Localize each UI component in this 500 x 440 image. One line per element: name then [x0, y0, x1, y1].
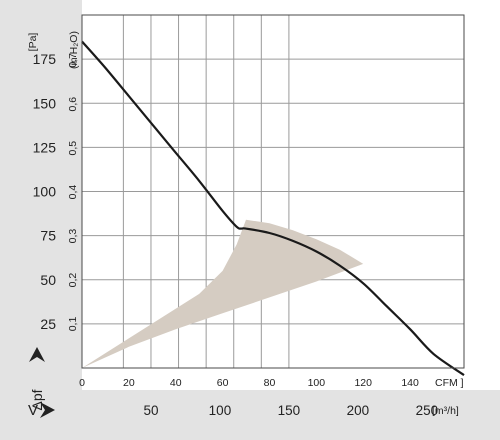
x-tick-label-m3h: 50 [143, 403, 158, 418]
x-tick-label-m3h: 100 [209, 403, 232, 418]
left-axis-band [0, 0, 82, 440]
x-tick-label-cfm: 80 [264, 377, 276, 389]
plot-border [81, 14, 465, 369]
y-tick-label-inh2o: 0,3 [67, 229, 79, 244]
y-tick-label-inh2o: 0,2 [67, 273, 79, 288]
y-tick-label-inh2o: 0,4 [67, 185, 79, 200]
bottom-axis-band [0, 390, 500, 440]
x-tick-label-cfm: 0 [79, 377, 85, 389]
y-tick-label-pa: 125 [33, 139, 57, 155]
y-axis-title-delta-pf: Δpf [29, 389, 45, 410]
x-axis-arrow-icon [40, 402, 55, 418]
x-tick-label-cfm: 140 [401, 377, 419, 389]
x-tick-label-cfm: 40 [170, 377, 182, 389]
y-tick-label-inh2o: 0,5 [67, 141, 79, 156]
y-tick-label-inh2o: 0,1 [67, 317, 79, 332]
cfm-axis-strip [82, 368, 464, 390]
x-tick-label-cfm: 100 [308, 377, 326, 389]
x-tick-label-cfm: 60 [217, 377, 229, 389]
y-tick-label-pa: 175 [33, 51, 57, 67]
performance-curve-line [81, 40, 465, 376]
x-tick-label-m3h: 200 [347, 403, 370, 418]
x-tick-label-m3h: 150 [278, 403, 301, 418]
y-tick-label-inh2o: 0,7 [67, 53, 79, 68]
x-tick-label-cfm: 120 [354, 377, 372, 389]
pa-unit-label: [Pa] [27, 33, 39, 52]
cfm-unit-label: CFM ] [435, 377, 464, 389]
x-tick-label-cfm: 20 [123, 377, 135, 389]
m3h-unit-label: [m³/h] [432, 405, 459, 417]
operating-range-shaded-area [82, 219, 364, 368]
y-tick-label-pa: 75 [40, 228, 56, 244]
y-tick-label-pa: 50 [40, 272, 56, 288]
y-tick-label-pa: 100 [33, 184, 57, 200]
y-tick-label-pa: 150 [33, 95, 57, 111]
x-tick-label-m3h: 250 [416, 403, 439, 418]
x-axis-title-v: V [28, 402, 38, 419]
y-tick-label-inh2o: 0,6 [67, 97, 79, 112]
y-axis-arrow-icon [29, 347, 45, 362]
y-tick-label-pa: 25 [40, 316, 56, 332]
inh2o-unit-label: (in H₂O) [68, 31, 80, 69]
